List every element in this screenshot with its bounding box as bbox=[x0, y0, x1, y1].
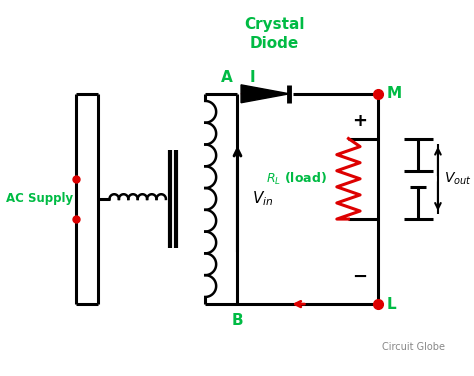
Text: Circuit Globe: Circuit Globe bbox=[382, 341, 445, 352]
Text: Crystal
Diode: Crystal Diode bbox=[244, 17, 304, 51]
Text: AC Supply: AC Supply bbox=[6, 193, 73, 205]
Text: I: I bbox=[250, 70, 255, 85]
Text: $R_L$ (load): $R_L$ (load) bbox=[266, 171, 327, 187]
Text: $V_{out}$: $V_{out}$ bbox=[444, 171, 472, 187]
Text: $V_{in}$: $V_{in}$ bbox=[252, 190, 273, 208]
Text: +: + bbox=[353, 112, 368, 130]
Text: M: M bbox=[387, 86, 402, 101]
Text: L: L bbox=[387, 297, 397, 312]
Polygon shape bbox=[241, 85, 290, 103]
Text: B: B bbox=[232, 313, 243, 328]
Text: A: A bbox=[221, 70, 233, 85]
Text: −: − bbox=[353, 268, 368, 286]
